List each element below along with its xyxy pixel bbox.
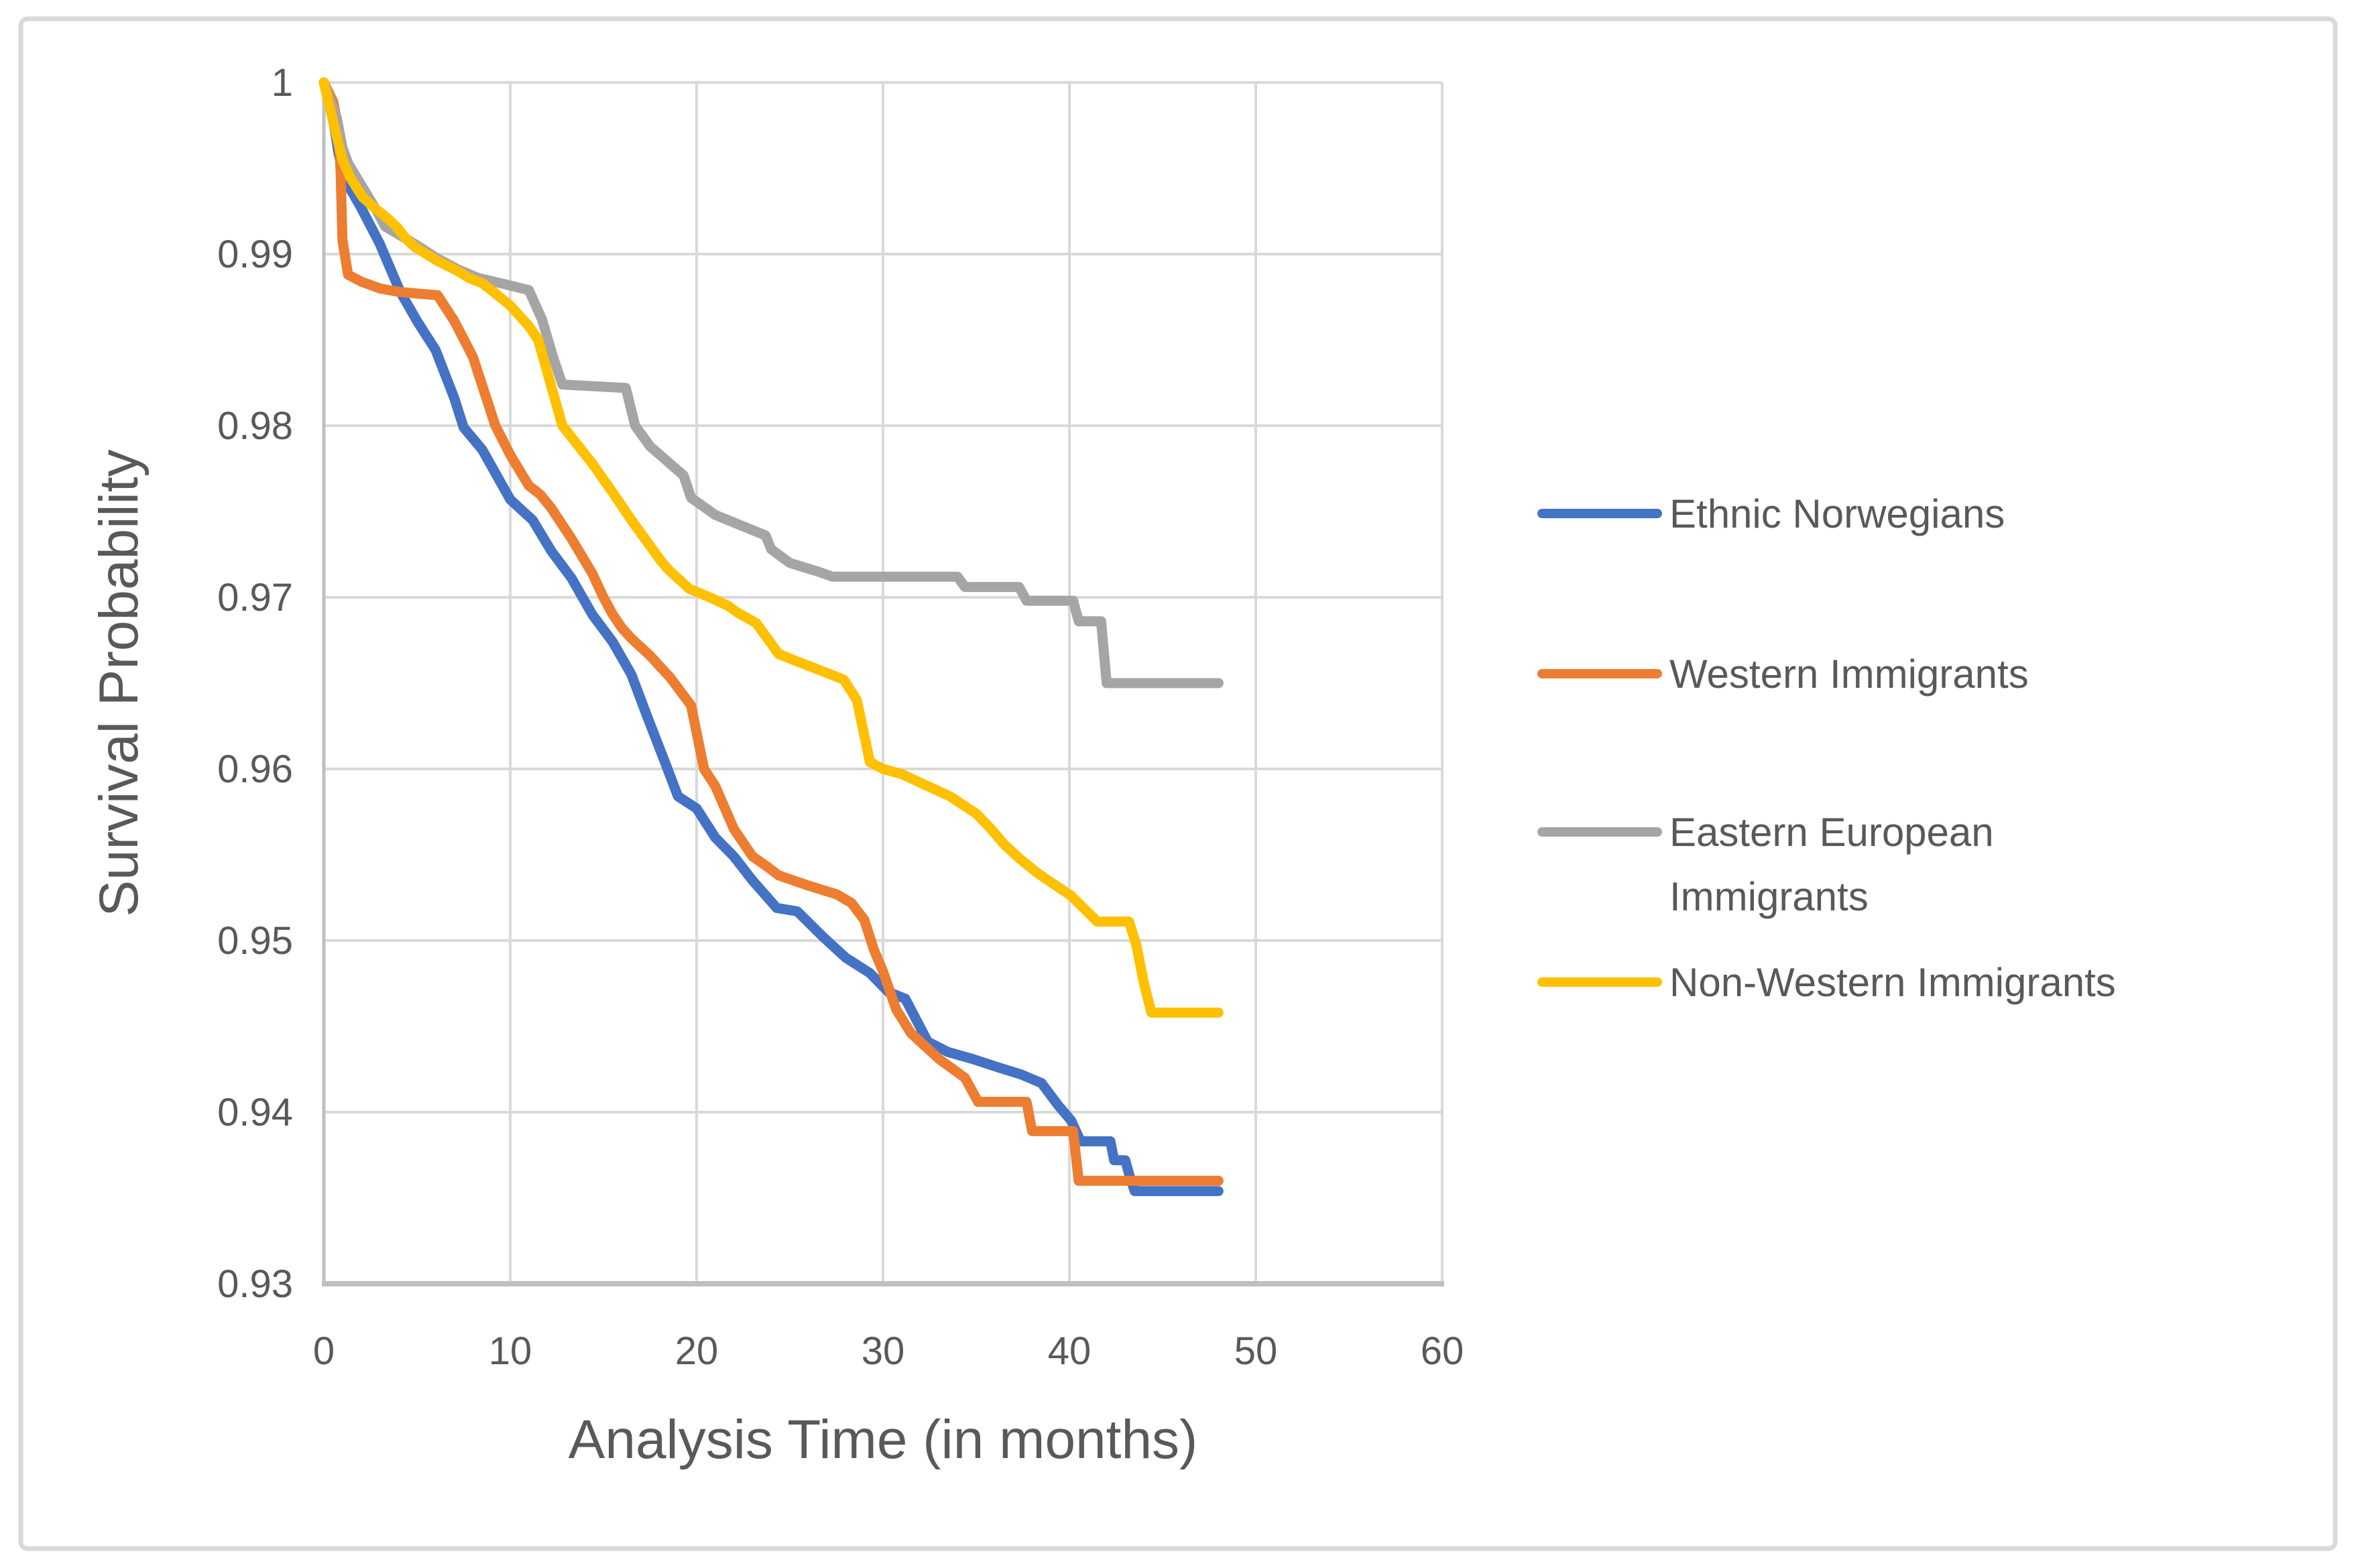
y-tick-label: 0.95 xyxy=(217,919,293,963)
y-axis-title: Survival Probability xyxy=(89,449,150,916)
x-tick-label: 30 xyxy=(862,1329,905,1373)
y-tick-label: 0.94 xyxy=(217,1091,293,1134)
gridlines xyxy=(322,81,1444,1285)
legend: Ethnic Norwegians Western Immigrants Easte… xyxy=(1537,491,2116,1005)
data-series xyxy=(318,77,1224,1197)
y-tick-label: 1 xyxy=(272,61,293,105)
x-tick-label: 0 xyxy=(313,1329,335,1373)
series-line-non-western-immigrants xyxy=(318,77,1224,1018)
tick-labels: 1 0.99 0.98 0.97 0.96 0.95 0.94 0.93 0 10 20 30 40 50… xyxy=(217,61,1464,1373)
legend-label: Eastern European xyxy=(1669,810,1994,855)
x-tick-label: 40 xyxy=(1048,1329,1092,1373)
x-tick-label: 60 xyxy=(1421,1329,1464,1373)
y-tick-label: 0.96 xyxy=(217,747,293,791)
x-tick-label: 10 xyxy=(489,1329,532,1373)
y-tick-label: 0.99 xyxy=(217,233,293,276)
legend-label: Immigrants xyxy=(1669,874,1869,919)
legend-label: Non-Western Immigrants xyxy=(1669,960,2116,1005)
series-line-eastern-european-immigrants xyxy=(318,77,1224,688)
series-line-western-immigrants xyxy=(318,77,1224,1186)
y-tick-label: 0.93 xyxy=(217,1262,293,1306)
legend-item-ethnic-norwegians: Ethnic Norwegians xyxy=(1537,491,2005,536)
x-tick-label: 50 xyxy=(1234,1329,1278,1373)
legend-item-western-immigrants: Western Immigrants xyxy=(1537,652,2029,697)
legend-item-eastern-european-immigrants: Eastern European Immigrants xyxy=(1537,810,1994,919)
legend-label: Ethnic Norwegians xyxy=(1669,491,2005,536)
x-axis-title: Analysis Time (in months) xyxy=(569,1409,1198,1470)
y-tick-label: 0.97 xyxy=(217,576,293,619)
legend-label: Western Immigrants xyxy=(1669,652,2029,697)
series-line-ethnic-norwegians xyxy=(318,77,1224,1197)
axis-lines xyxy=(322,82,1444,1286)
outer-frame-border xyxy=(18,16,2338,1551)
legend-item-non-western-immigrants: Non-Western Immigrants xyxy=(1537,960,2116,1005)
y-tick-label: 0.98 xyxy=(217,404,293,448)
x-tick-label: 20 xyxy=(675,1329,719,1373)
